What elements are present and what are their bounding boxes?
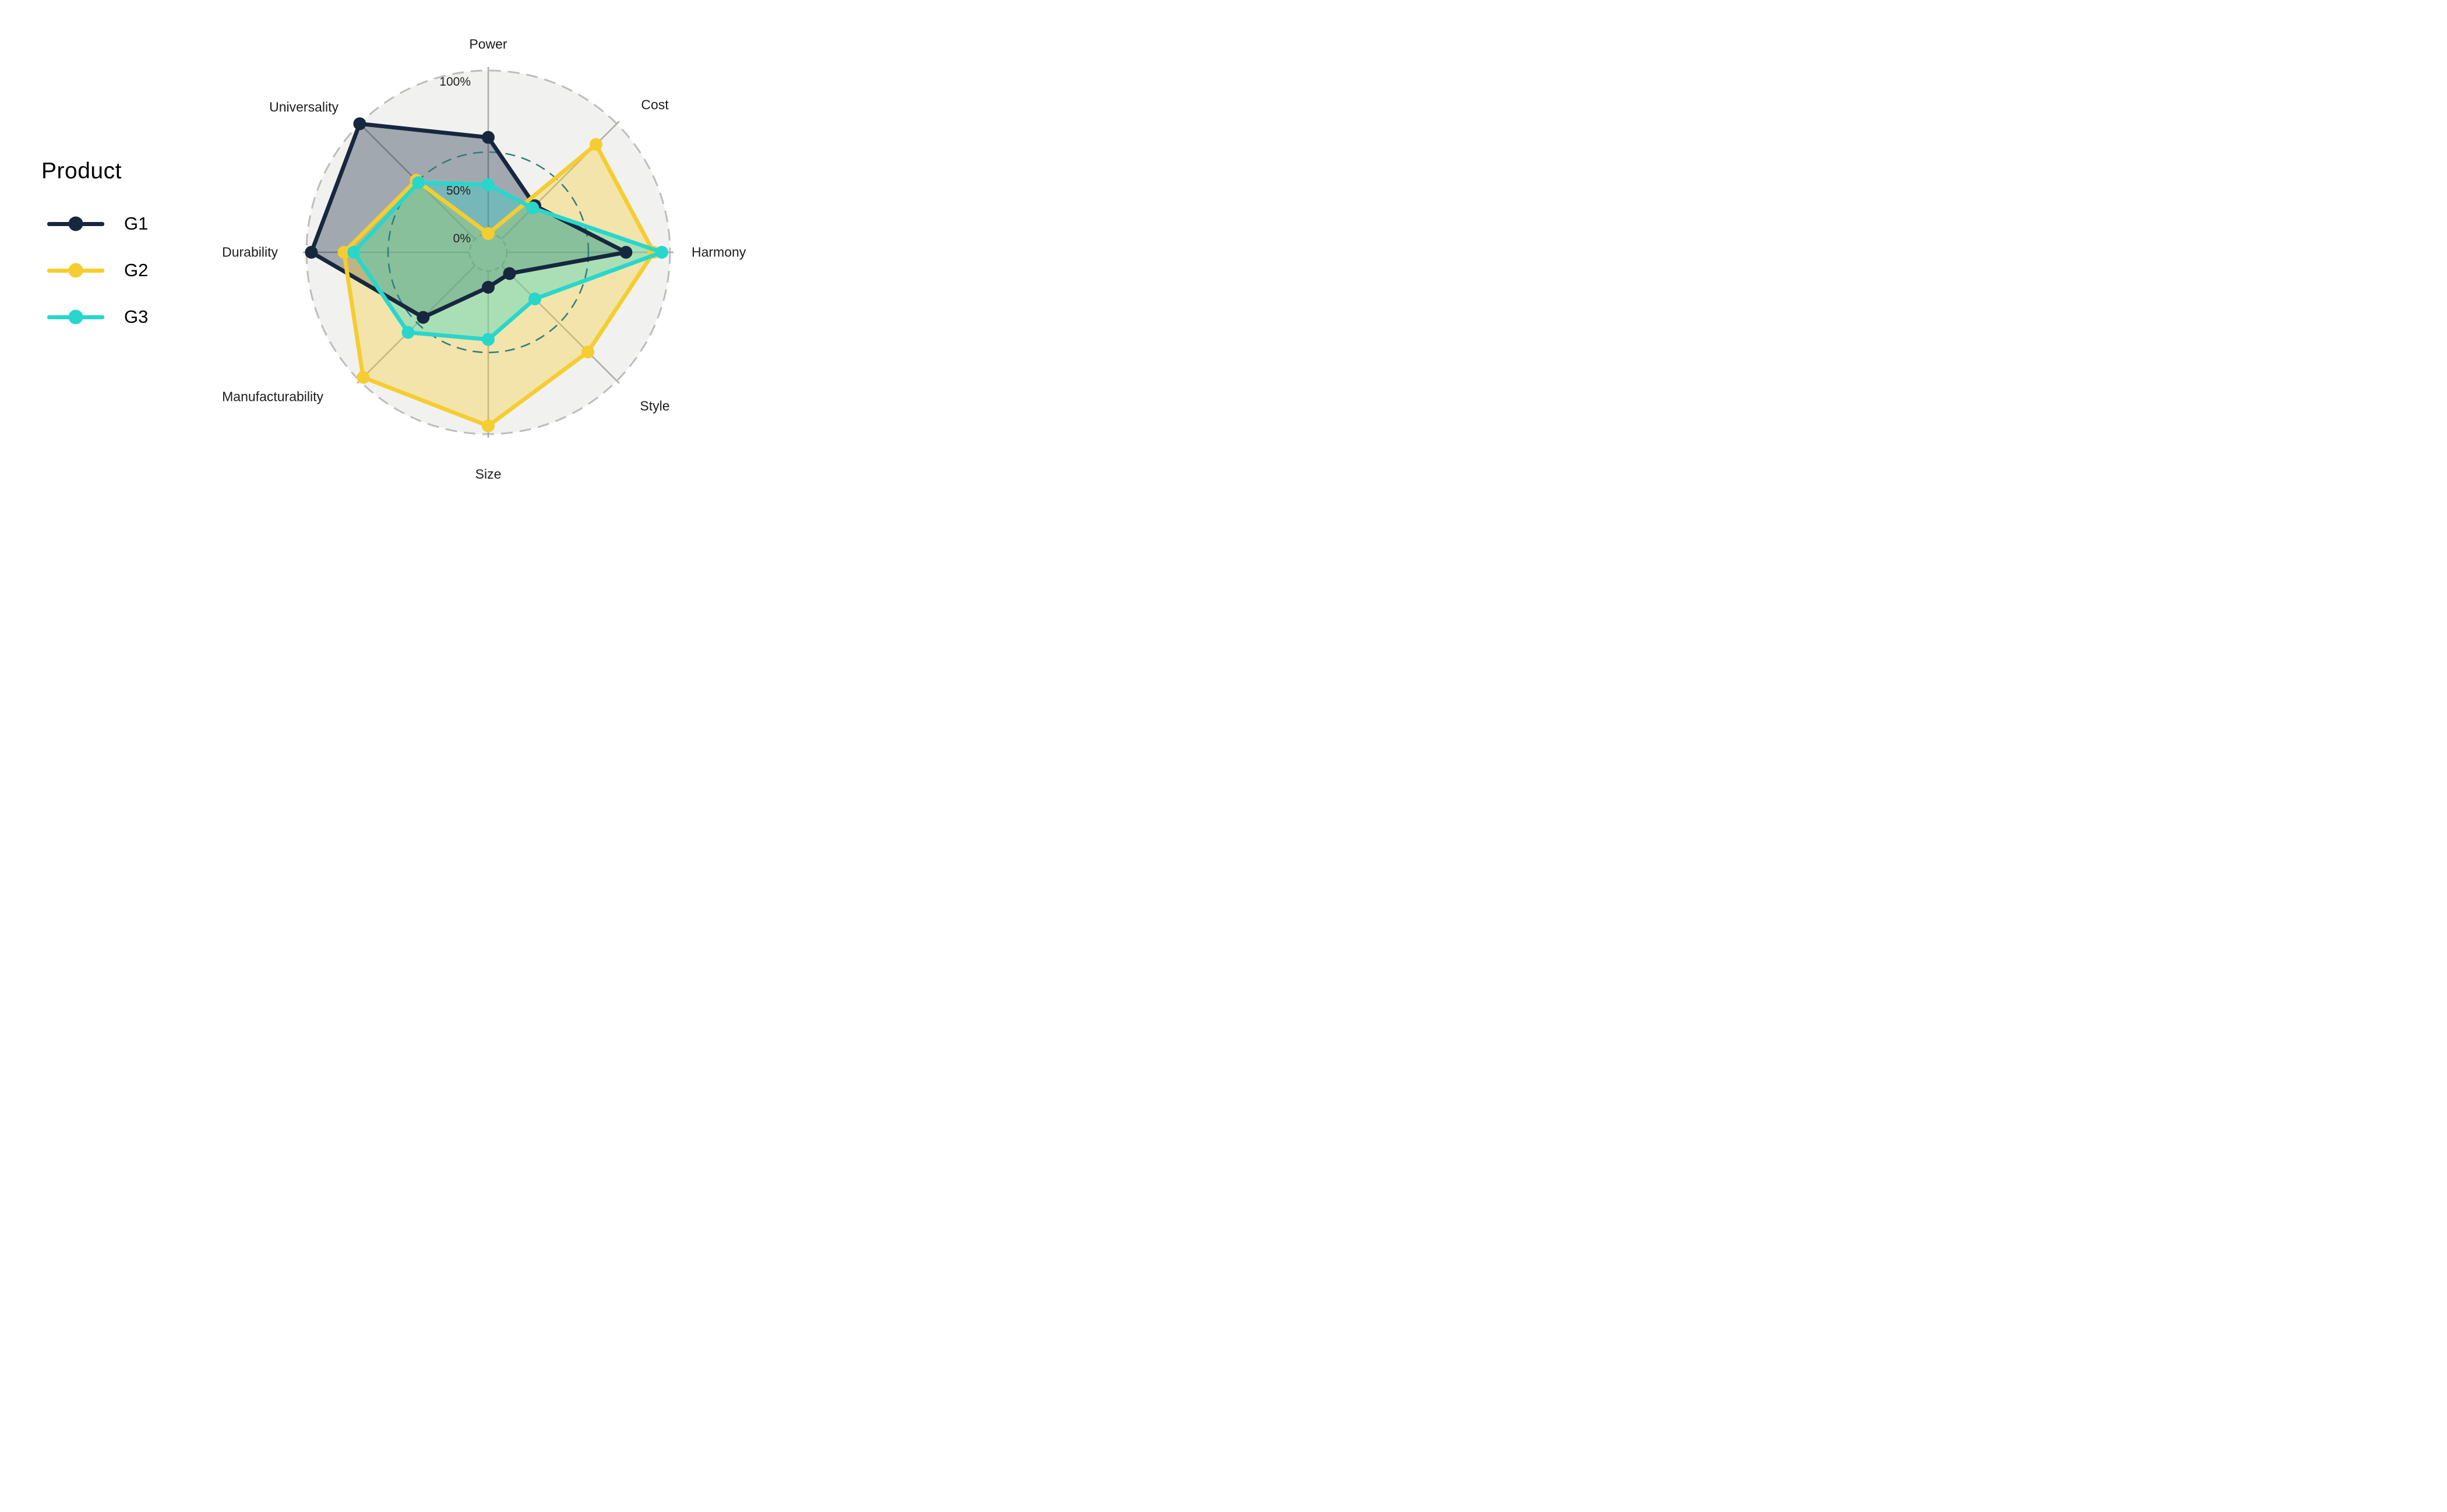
axis-label-cost: Cost	[641, 97, 669, 112]
marker-g3-harmony[interactable]	[655, 246, 668, 259]
axis-label-power: Power	[469, 36, 507, 52]
axis-label-size: Size	[475, 466, 502, 482]
axis-spoke-style	[500, 265, 620, 384]
marker-g3-universality[interactable]	[412, 176, 425, 189]
radar-chart-figure: Product G1 G2 G3 Power Cost Harmony Styl…	[0, 0, 816, 504]
marker-g3-power[interactable]	[482, 178, 495, 191]
legend-item-g3[interactable]: G3	[41, 294, 193, 340]
legend-swatch-g3-icon	[47, 309, 104, 325]
marker-g3-durability[interactable]	[347, 246, 361, 259]
series-fill-g2	[344, 144, 654, 426]
axis-label-harmony: Harmony	[692, 244, 746, 260]
radial-tick-0: 0%	[453, 232, 471, 245]
legend-swatch-g2-icon	[47, 263, 104, 278]
marker-g1-power[interactable]	[482, 131, 495, 144]
marker-g2-style[interactable]	[581, 346, 595, 359]
marker-g1-harmony[interactable]	[619, 246, 633, 259]
legend-item-label: G1	[124, 213, 149, 234]
radar-plot	[303, 67, 674, 438]
marker-g1-manufacturability[interactable]	[417, 311, 430, 324]
marker-g3-cost[interactable]	[526, 201, 540, 214]
axis-label-durability: Durability	[222, 244, 278, 260]
radial-tick-100: 100%	[439, 75, 471, 89]
marker-g1-universality[interactable]	[353, 117, 366, 131]
marker-g1-size[interactable]	[482, 281, 495, 294]
marker-g3-manufacturability[interactable]	[401, 326, 415, 339]
axis-label-universality: Universality	[269, 99, 339, 115]
marker-g1-durability[interactable]	[305, 246, 318, 259]
legend: Product G1 G2 G3	[41, 158, 193, 340]
marker-g2-manufacturability[interactable]	[357, 371, 370, 384]
legend-item-g1[interactable]: G1	[41, 200, 193, 247]
polar-mid-ring	[387, 151, 590, 354]
axis-label-manufacturability: Manufacturability	[222, 389, 323, 404]
radial-tick-50: 50%	[446, 184, 471, 198]
axis-spoke-manufacturability	[357, 265, 476, 384]
legend-item-label: G3	[124, 306, 149, 327]
legend-swatch-g1-icon	[47, 216, 104, 231]
marker-g2-size[interactable]	[482, 420, 495, 432]
marker-g2-cost[interactable]	[590, 138, 602, 151]
marker-g2-power[interactable]	[482, 227, 495, 240]
legend-item-g2[interactable]: G2	[41, 247, 193, 294]
axis-label-style: Style	[640, 398, 670, 414]
marker-g2-durability[interactable]	[337, 246, 351, 259]
marker-g1-style[interactable]	[503, 267, 516, 280]
marker-g3-style[interactable]	[528, 292, 541, 305]
series-fill-g3	[354, 182, 662, 340]
legend-item-label: G2	[124, 260, 149, 280]
legend-title: Product	[41, 158, 122, 184]
marker-g3-size[interactable]	[482, 333, 495, 346]
